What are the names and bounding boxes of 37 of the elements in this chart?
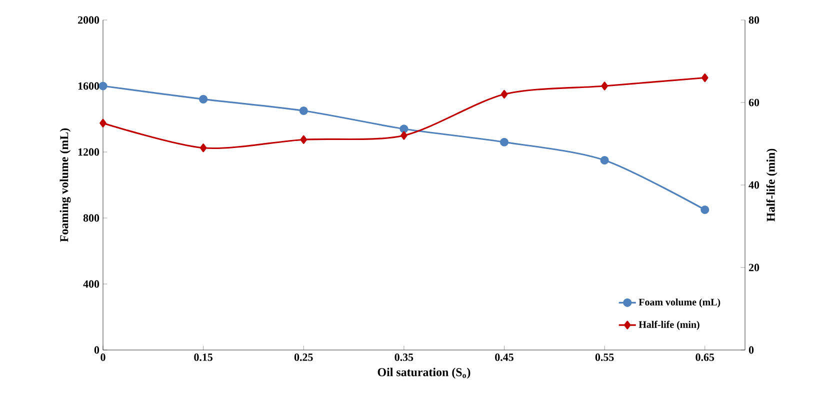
x-tick-label: 0.65 xyxy=(696,354,714,361)
x-tick-label: 0.55 xyxy=(595,354,614,361)
y-tick-label: 1600 xyxy=(78,82,100,90)
y2-tick-label: 40 xyxy=(748,181,760,189)
point xyxy=(299,106,308,116)
point xyxy=(500,138,509,146)
legend-label: Foam volume (mL) xyxy=(638,298,720,308)
x-tick-label: 0.35 xyxy=(394,354,414,361)
point xyxy=(199,94,208,104)
x-tick-label: 0.15 xyxy=(194,354,212,361)
y-tick-label: 400 xyxy=(83,280,100,288)
y2-tick-label: 20 xyxy=(748,264,760,272)
point xyxy=(200,144,207,152)
y-axis-title: Foaming volume (mL) xyxy=(60,128,71,242)
point xyxy=(601,82,608,90)
point xyxy=(100,118,106,128)
y2-tick-label: 80 xyxy=(748,16,760,24)
y-tick-label: 1200 xyxy=(78,148,100,156)
legend-label: Half-life (min) xyxy=(638,320,700,330)
y2-axis-title: Half-life (min) xyxy=(766,148,778,222)
point xyxy=(700,205,710,214)
y-tick-label: 0 xyxy=(94,346,100,354)
x-tick-label: 0.25 xyxy=(294,354,313,361)
point xyxy=(600,156,609,165)
x-axis-title: Oil saturation (S$_{o}$) xyxy=(378,368,470,379)
y2-tick-label: 60 xyxy=(748,98,760,106)
x-tick-label: 0 xyxy=(100,354,106,361)
y-tick-label: 2000 xyxy=(78,16,100,24)
point xyxy=(500,90,508,99)
point xyxy=(701,73,708,82)
point xyxy=(300,135,308,144)
y2-tick-label: 0 xyxy=(748,346,754,354)
point xyxy=(400,124,408,134)
y-tick-label: 800 xyxy=(83,214,100,222)
x-tick-label: 0.45 xyxy=(495,354,514,361)
point xyxy=(98,82,108,90)
point xyxy=(400,131,408,140)
